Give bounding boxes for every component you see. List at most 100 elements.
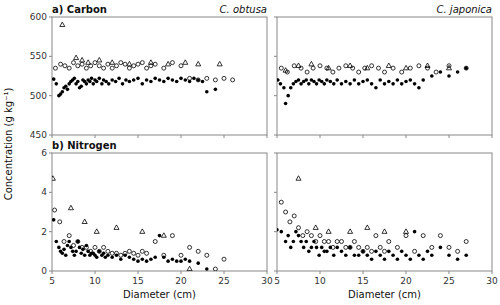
data-point — [294, 230, 298, 234]
plot-frame — [277, 153, 492, 271]
data-point — [404, 80, 408, 84]
y-tick-label: 2 — [41, 227, 47, 237]
data-point — [91, 82, 95, 86]
data-point — [378, 245, 382, 249]
data-point — [73, 77, 77, 81]
data-point — [370, 257, 374, 261]
data-point — [378, 78, 382, 82]
data-point — [119, 257, 123, 261]
data-point — [196, 78, 200, 82]
data-point — [76, 240, 80, 244]
data-point — [283, 68, 288, 72]
x-tick — [320, 271, 321, 274]
data-point — [93, 61, 97, 65]
data-point — [337, 66, 341, 70]
data-point — [391, 66, 395, 70]
data-point — [417, 64, 421, 68]
data-point — [74, 250, 78, 254]
data-point — [222, 76, 226, 80]
x-tick — [224, 271, 225, 274]
data-point — [387, 240, 391, 244]
data-point — [140, 61, 144, 65]
data-point — [366, 253, 370, 257]
data-point — [184, 78, 188, 82]
data-point — [110, 66, 114, 70]
data-point — [404, 234, 408, 238]
data-point — [297, 78, 301, 82]
data-point — [57, 246, 61, 250]
x-tick — [449, 135, 450, 138]
data-point — [396, 78, 400, 82]
data-point — [52, 176, 55, 180]
data-point — [88, 80, 92, 84]
data-point — [114, 225, 119, 229]
data-point — [136, 77, 140, 81]
x-tick — [320, 135, 321, 138]
y-tick — [49, 231, 52, 232]
data-point — [315, 246, 319, 250]
x-tick-label: 30 — [486, 276, 498, 286]
data-point — [289, 246, 293, 250]
data-point — [292, 64, 296, 68]
data-point — [136, 259, 140, 263]
data-point — [426, 250, 430, 254]
data-point — [400, 250, 404, 254]
data-point — [332, 253, 336, 257]
data-point — [171, 257, 175, 261]
points — [277, 176, 468, 261]
data-point — [66, 244, 70, 248]
data-point — [94, 229, 99, 233]
data-point — [89, 249, 93, 253]
data-point — [132, 251, 136, 255]
data-point — [353, 253, 357, 257]
data-point — [205, 267, 209, 271]
data-point — [52, 218, 56, 222]
data-point — [348, 245, 352, 249]
data-point — [383, 70, 387, 74]
data-point — [97, 57, 102, 61]
data-point — [297, 226, 301, 230]
y-tick-label: 600 — [30, 12, 47, 22]
data-point — [86, 60, 91, 64]
data-point — [318, 64, 322, 68]
data-point — [370, 249, 374, 253]
data-point — [140, 249, 144, 253]
data-point — [322, 240, 326, 244]
data-point — [344, 245, 348, 249]
data-point — [76, 80, 80, 84]
panel: C. japonica — [274, 4, 492, 138]
data-point — [161, 233, 166, 237]
data-point — [119, 253, 123, 257]
data-point — [365, 225, 370, 229]
data-point — [279, 200, 283, 204]
data-point — [361, 250, 365, 254]
data-point — [378, 253, 382, 257]
data-point — [365, 65, 370, 69]
data-point — [123, 62, 127, 66]
data-point — [84, 245, 88, 249]
data-point — [439, 246, 443, 250]
data-point — [417, 253, 421, 257]
data-point — [115, 251, 119, 255]
data-point — [311, 66, 315, 70]
data-point — [404, 253, 408, 257]
data-point — [158, 234, 162, 238]
data-point — [391, 253, 395, 257]
x-tick-label: 15 — [132, 276, 143, 286]
data-point — [85, 82, 89, 86]
y-tick — [49, 56, 52, 57]
data-point — [231, 78, 235, 82]
data-point — [110, 255, 114, 259]
x-tick — [267, 135, 268, 138]
data-point — [332, 82, 336, 86]
data-point — [456, 257, 460, 261]
data-point — [413, 249, 417, 253]
data-point — [421, 78, 425, 82]
data-point — [348, 246, 352, 250]
data-point — [292, 214, 296, 218]
plot-frame — [52, 17, 267, 135]
x-tick — [138, 135, 139, 138]
x-tick — [181, 271, 182, 274]
data-point — [170, 61, 174, 65]
data-point — [357, 253, 361, 257]
